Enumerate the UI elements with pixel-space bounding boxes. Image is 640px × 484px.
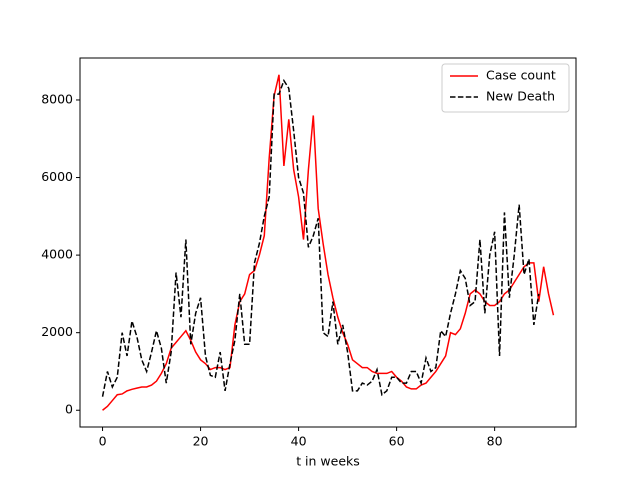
legend-label: New Death <box>486 89 555 104</box>
legend-label: Case count <box>486 68 556 83</box>
series-line <box>102 74 555 411</box>
x-tick-label: 20 <box>193 434 209 449</box>
y-tick-label: 8000 <box>41 91 73 106</box>
series-line <box>101 78 540 397</box>
x-tick-label: 0 <box>99 434 107 449</box>
y-tick-label: 0 <box>65 402 73 417</box>
x-tick-label: 60 <box>389 434 405 449</box>
x-axis-label: t in weeks <box>296 454 360 469</box>
x-tick-label: 40 <box>291 434 307 449</box>
x-tick-label: 80 <box>487 434 503 449</box>
y-tick-label: 6000 <box>41 169 73 184</box>
plot-frame <box>79 57 577 428</box>
y-tick-label: 4000 <box>41 247 73 262</box>
y-tick-label: 2000 <box>41 324 73 339</box>
